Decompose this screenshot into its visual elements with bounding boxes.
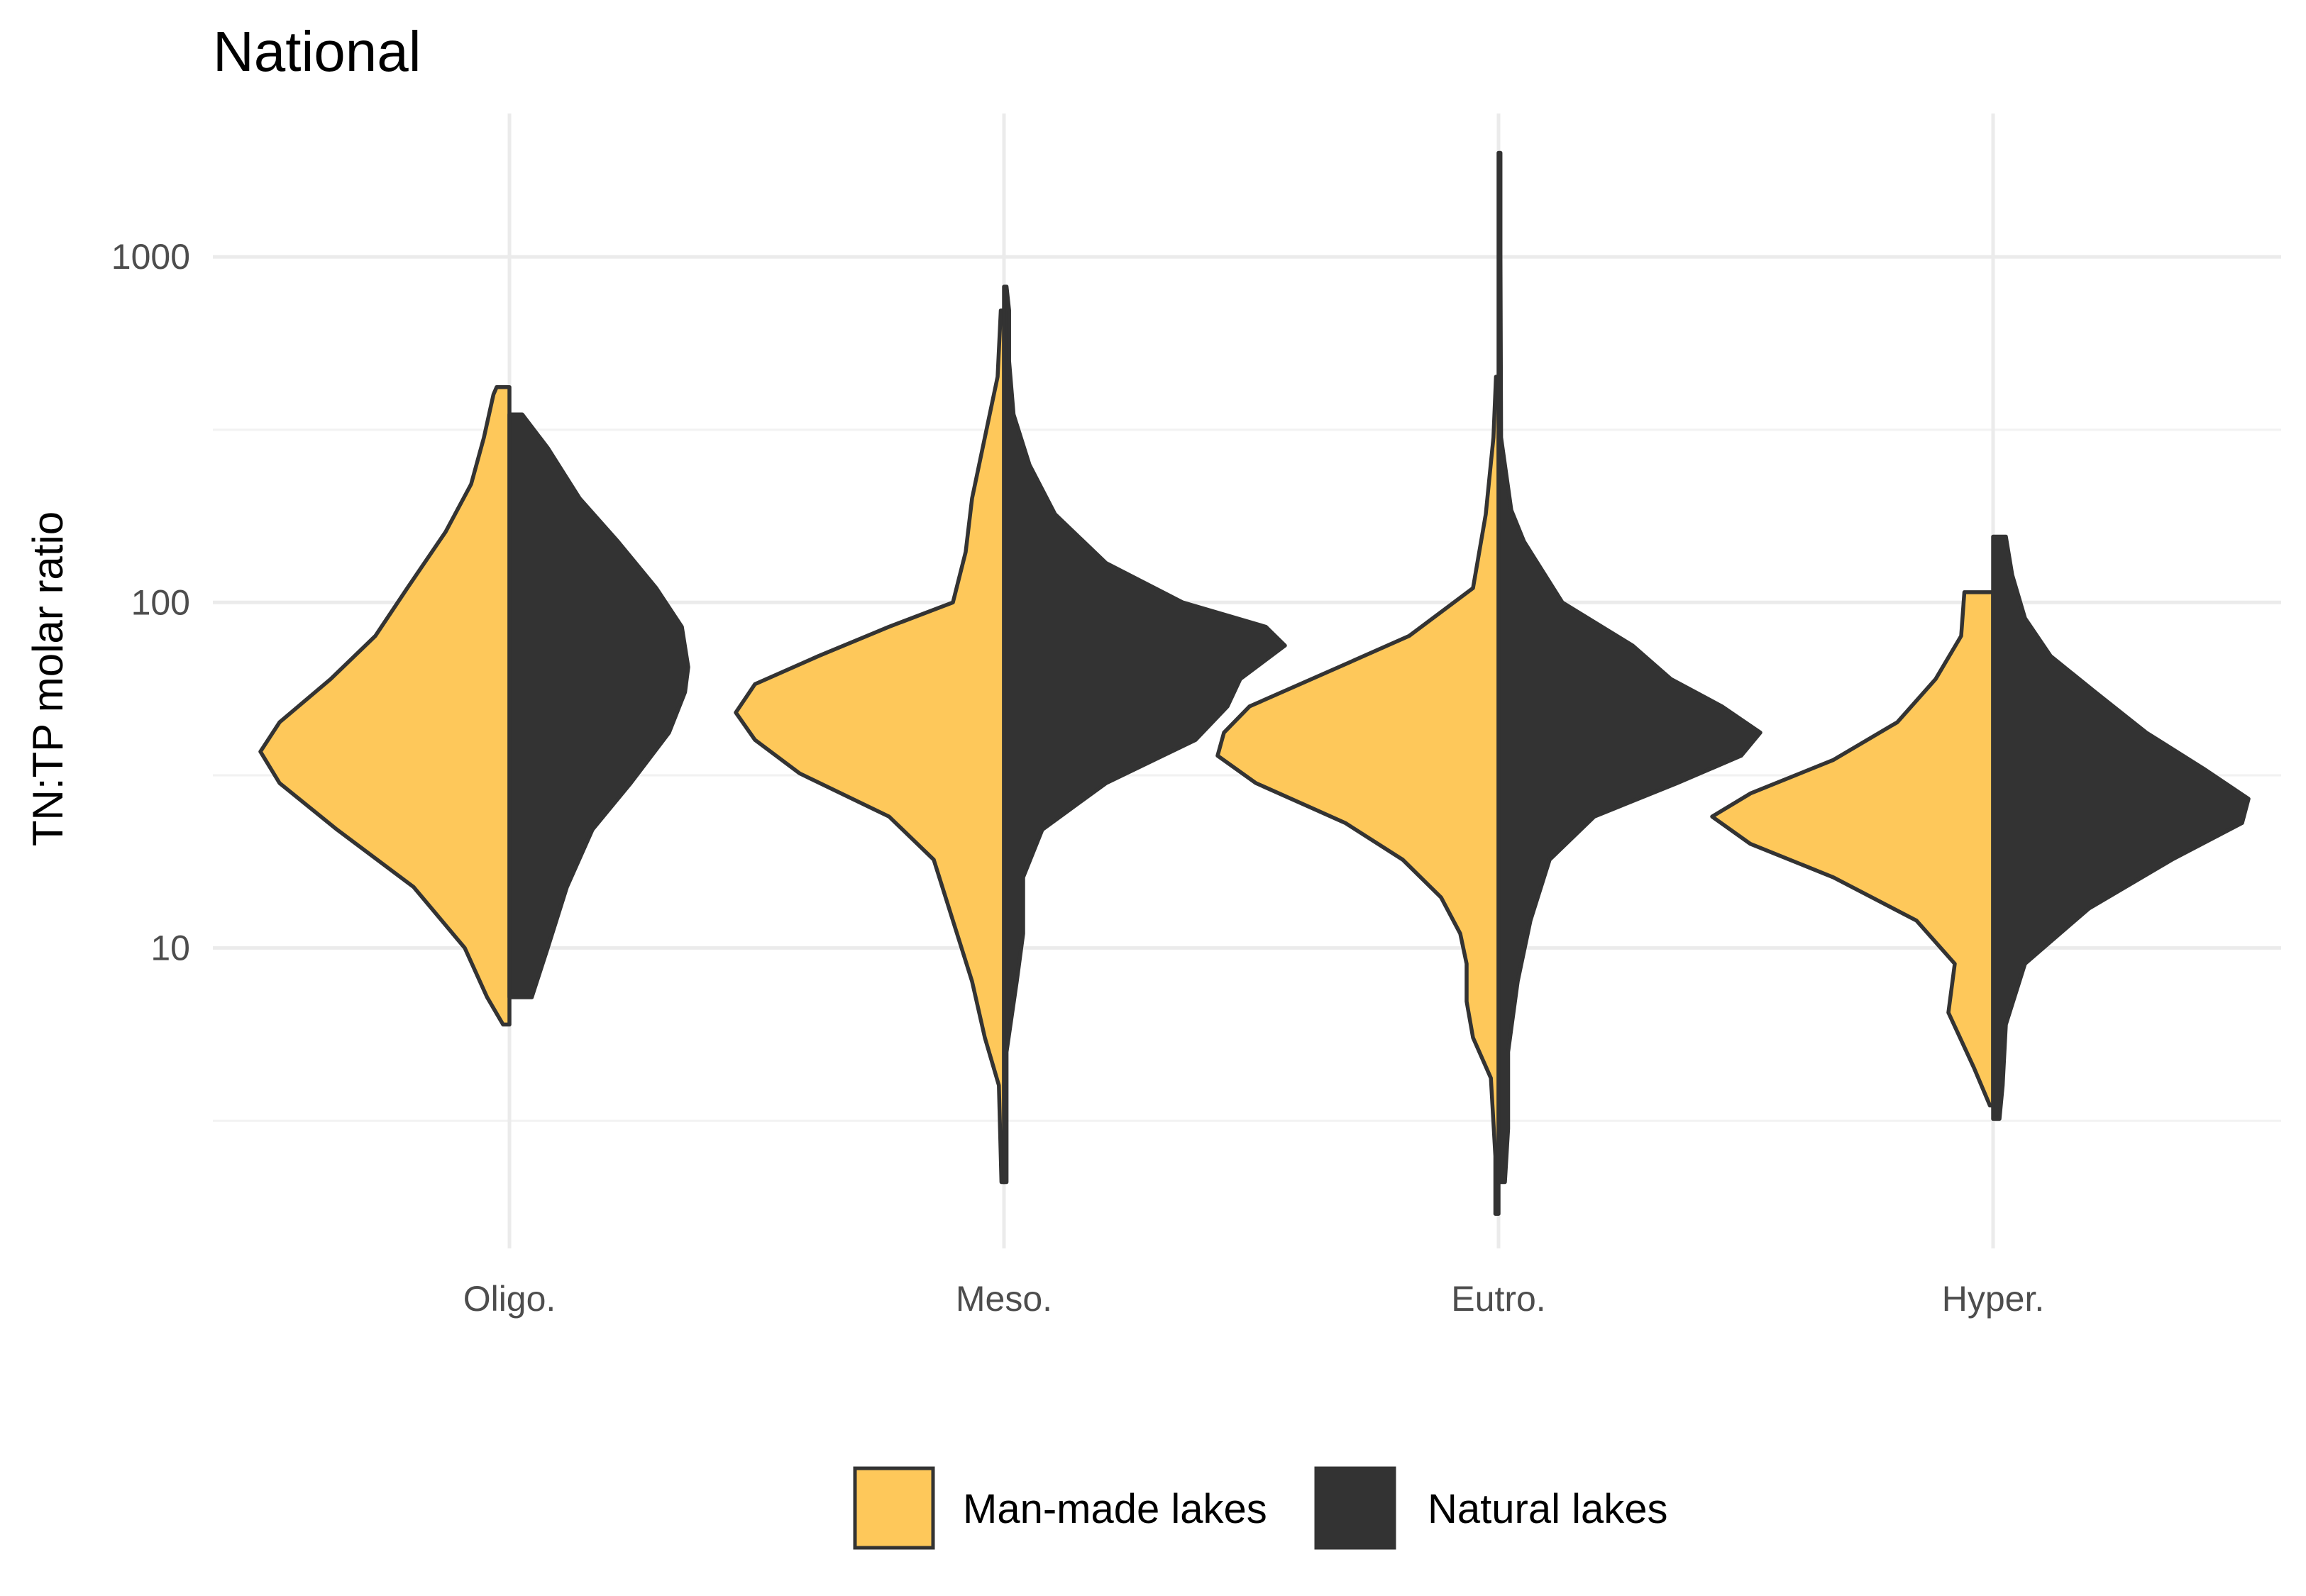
violin-man-made-eutro <box>1215 375 1501 1216</box>
legend-label-man-made-lakes: Man-made lakes <box>963 1486 1267 1532</box>
y-tick-label: 100 <box>131 582 190 622</box>
violin-natural-oligo <box>507 412 690 999</box>
x-tick-labels: Oligo. Meso. Eutro. Hyper. <box>463 1279 2045 1319</box>
violin-man-made-meso <box>734 308 1006 1185</box>
y-tick-label: 1000 <box>111 237 190 277</box>
violin-man-made-oligo <box>258 384 512 1027</box>
legend-key-man-made-lakes <box>853 1466 935 1550</box>
violins <box>258 150 2251 1216</box>
x-tick-label: Meso. <box>956 1279 1052 1319</box>
violin-man-made-hyper <box>1710 590 1995 1108</box>
x-tick-label: Eutro. <box>1451 1279 1545 1319</box>
legend: Man-made lakes Natural lakes <box>853 1466 1667 1550</box>
violin-natural-hyper <box>1991 534 2251 1121</box>
violin-natural-meso <box>1002 284 1287 1185</box>
y-axis-label: TN:TP molar ratio <box>24 511 72 846</box>
x-tick-label: Hyper. <box>1942 1279 2045 1319</box>
y-tick-label: 10 <box>150 928 190 968</box>
violin-natural-eutro <box>1496 150 1762 1185</box>
chart-title: National <box>213 20 421 83</box>
x-tick-label: Oligo. <box>463 1279 556 1319</box>
legend-label-natural-lakes: Natural lakes <box>1428 1486 1667 1532</box>
legend-key-natural-lakes <box>1314 1466 1396 1550</box>
y-tick-labels: 10 100 1000 <box>111 237 190 968</box>
